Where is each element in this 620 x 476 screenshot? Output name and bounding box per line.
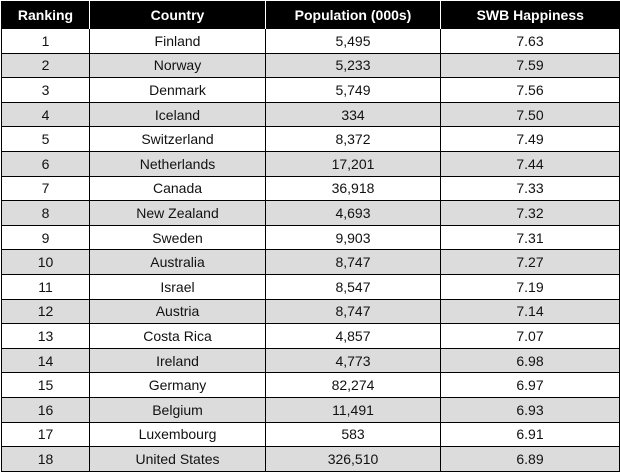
cell-country: Norway bbox=[89, 52, 266, 79]
cell-happiness: 7.19 bbox=[440, 273, 620, 300]
header-country: Country bbox=[89, 1, 266, 29]
cell-country: Luxembourg bbox=[89, 421, 266, 448]
cell-country: Canada bbox=[89, 175, 266, 202]
table-row: 12 Austria 8,747 7.14 bbox=[1, 298, 620, 325]
cell-population: 8,747 bbox=[265, 298, 441, 325]
table-row: 18 United States 326,510 6.89 bbox=[1, 446, 620, 472]
cell-ranking: 8 bbox=[1, 200, 90, 226]
table-body: 1 Finland 5,495 7.63 2 Norway 5,233 7.59 3 Denmar… bbox=[1, 28, 620, 472]
cell-country: New Zealand bbox=[89, 200, 266, 226]
table-row: 14 Ireland 4,773 6.98 bbox=[1, 347, 620, 374]
cell-population: 583 bbox=[265, 421, 441, 448]
cell-ranking: 7 bbox=[1, 175, 90, 202]
cell-ranking: 18 bbox=[1, 446, 90, 472]
cell-country: Germany bbox=[89, 372, 266, 398]
table-row: 10 Australia 8,747 7.27 bbox=[1, 249, 620, 275]
cell-population: 8,747 bbox=[265, 249, 441, 275]
table-row: 8 New Zealand 4,693 7.32 bbox=[1, 200, 620, 226]
cell-happiness: 7.63 bbox=[440, 28, 620, 54]
cell-ranking: 5 bbox=[1, 126, 90, 152]
table-row: 16 Belgium 11,491 6.93 bbox=[1, 396, 620, 423]
table-row: 11 Israel 8,547 7.19 bbox=[1, 273, 620, 300]
cell-population: 4,857 bbox=[265, 323, 441, 349]
cell-ranking: 17 bbox=[1, 421, 90, 448]
cell-happiness: 6.98 bbox=[440, 347, 620, 374]
cell-ranking: 14 bbox=[1, 347, 90, 374]
cell-ranking: 16 bbox=[1, 396, 90, 423]
cell-ranking: 15 bbox=[1, 372, 90, 398]
cell-country: Iceland bbox=[89, 101, 266, 128]
cell-ranking: 10 bbox=[1, 249, 90, 275]
cell-ranking: 6 bbox=[1, 150, 90, 177]
header-row: Ranking Country Population (000s) SWB Ha… bbox=[1, 1, 620, 29]
cell-happiness: 7.59 bbox=[440, 52, 620, 79]
table-row: 1 Finland 5,495 7.63 bbox=[1, 28, 620, 54]
cell-population: 326,510 bbox=[265, 446, 441, 472]
cell-happiness: 6.97 bbox=[440, 372, 620, 398]
cell-country: Belgium bbox=[89, 396, 266, 423]
table-row: 6 Netherlands 17,201 7.44 bbox=[1, 150, 620, 177]
cell-population: 17,201 bbox=[265, 150, 441, 177]
table-row: 9 Sweden 9,903 7.31 bbox=[1, 224, 620, 251]
cell-country: Switzerland bbox=[89, 126, 266, 152]
table-row: 7 Canada 36,918 7.33 bbox=[1, 175, 620, 202]
cell-country: Denmark bbox=[89, 77, 266, 103]
cell-population: 36,918 bbox=[265, 175, 441, 202]
cell-happiness: 7.32 bbox=[440, 200, 620, 226]
cell-ranking: 3 bbox=[1, 77, 90, 103]
cell-population: 4,773 bbox=[265, 347, 441, 374]
header-ranking: Ranking bbox=[1, 1, 90, 29]
cell-population: 9,903 bbox=[265, 224, 441, 251]
cell-ranking: 9 bbox=[1, 224, 90, 251]
cell-ranking: 12 bbox=[1, 298, 90, 325]
cell-country: Austria bbox=[89, 298, 266, 325]
cell-country: Ireland bbox=[89, 347, 266, 374]
cell-happiness: 7.33 bbox=[440, 175, 620, 202]
cell-ranking: 2 bbox=[1, 52, 90, 79]
cell-happiness: 6.91 bbox=[440, 421, 620, 448]
cell-happiness: 7.27 bbox=[440, 249, 620, 275]
cell-country: Finland bbox=[89, 28, 266, 54]
cell-country: Netherlands bbox=[89, 150, 266, 177]
cell-happiness: 7.49 bbox=[440, 126, 620, 152]
table-row: 15 Germany 82,274 6.97 bbox=[1, 372, 620, 398]
cell-population: 5,233 bbox=[265, 52, 441, 79]
table-row: 2 Norway 5,233 7.59 bbox=[1, 52, 620, 79]
cell-population: 5,495 bbox=[265, 28, 441, 54]
cell-population: 11,491 bbox=[265, 396, 441, 423]
cell-population: 5,749 bbox=[265, 77, 441, 103]
cell-happiness: 7.31 bbox=[440, 224, 620, 251]
cell-happiness: 7.07 bbox=[440, 323, 620, 349]
cell-ranking: 13 bbox=[1, 323, 90, 349]
cell-happiness: 7.44 bbox=[440, 150, 620, 177]
table-row: 3 Denmark 5,749 7.56 bbox=[1, 77, 620, 103]
cell-ranking: 1 bbox=[1, 28, 90, 54]
cell-country: Australia bbox=[89, 249, 266, 275]
table-row: 13 Costa Rica 4,857 7.07 bbox=[1, 323, 620, 349]
cell-population: 4,693 bbox=[265, 200, 441, 226]
table-row: 17 Luxembourg 583 6.91 bbox=[1, 421, 620, 448]
cell-population: 334 bbox=[265, 101, 441, 128]
cell-happiness: 7.14 bbox=[440, 298, 620, 325]
table-row: 5 Switzerland 8,372 7.49 bbox=[1, 126, 620, 152]
cell-country: Sweden bbox=[89, 224, 266, 251]
header-population: Population (000s) bbox=[265, 1, 441, 29]
cell-country: United States bbox=[89, 446, 266, 472]
cell-population: 82,274 bbox=[265, 372, 441, 398]
cell-happiness: 6.93 bbox=[440, 396, 620, 423]
cell-happiness: 7.56 bbox=[440, 77, 620, 103]
cell-country: Israel bbox=[89, 273, 266, 300]
cell-country: Costa Rica bbox=[89, 323, 266, 349]
cell-happiness: 6.89 bbox=[440, 446, 620, 472]
table-row: 4 Iceland 334 7.50 bbox=[1, 101, 620, 128]
header-happiness: SWB Happiness bbox=[440, 1, 620, 29]
cell-population: 8,547 bbox=[265, 273, 441, 300]
cell-ranking: 11 bbox=[1, 273, 90, 300]
cell-population: 8,372 bbox=[265, 126, 441, 152]
cell-happiness: 7.50 bbox=[440, 101, 620, 128]
cell-ranking: 4 bbox=[1, 101, 90, 128]
